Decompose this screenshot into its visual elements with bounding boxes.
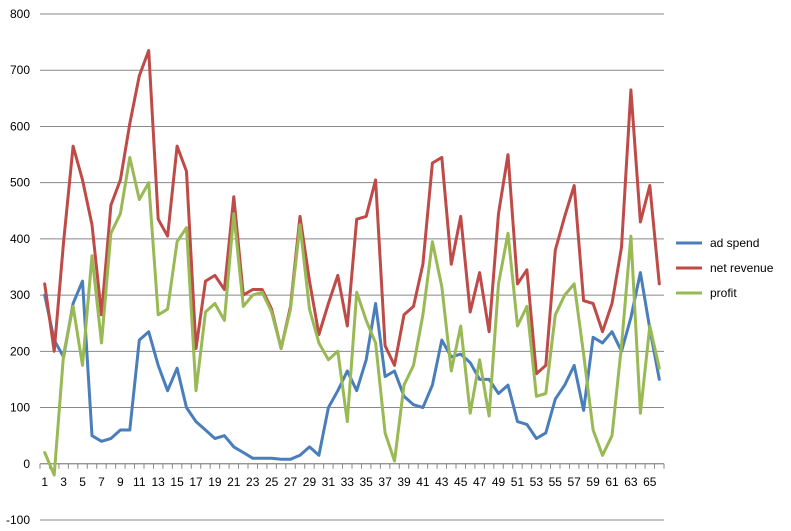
x-tick-label: 57 (568, 475, 582, 489)
series-line-net-revenue (43, 49, 661, 376)
legend-label: profit (710, 286, 737, 300)
x-tick-label: 43 (435, 475, 449, 489)
x-tick-label: 19 (208, 475, 222, 489)
x-tick-label: 47 (473, 475, 487, 489)
x-tick-label: 53 (530, 475, 544, 489)
y-tick-label: 700 (10, 63, 30, 77)
y-tick-label: 300 (10, 288, 30, 302)
x-tick-label: 35 (360, 475, 374, 489)
x-tick-label: 11 (133, 475, 146, 489)
y-tick-label: 100 (10, 401, 30, 415)
x-tick-label: 45 (454, 475, 468, 489)
x-tick-label: 63 (624, 475, 638, 489)
series-line-ad-spend (43, 271, 661, 461)
x-tick-label: 5 (79, 475, 86, 489)
y-tick-label: -100 (6, 513, 30, 527)
x-tick-label: 41 (416, 475, 430, 489)
x-tick-label: 13 (152, 475, 166, 489)
x-tick-label: 49 (492, 475, 506, 489)
y-tick-label: 200 (10, 344, 30, 358)
x-tick-label: 51 (511, 475, 525, 489)
legend-label: net revenue (710, 261, 774, 275)
x-tick-label: 23 (246, 475, 260, 489)
y-tick-label: 600 (10, 119, 30, 133)
legend-label: ad spend (710, 236, 759, 250)
y-tick-label: 0 (23, 457, 30, 471)
legend: ad spend net revenue profit (676, 236, 774, 300)
x-axis-tick-labels: 1 3 5 7 9 11 13 15 17 19 21 23 25 27 29 31 33 35 37 39 41 43 4… (41, 475, 656, 489)
x-tick-label: 7 (98, 475, 105, 489)
x-tick-label: 65 (643, 475, 657, 489)
x-axis (39, 463, 665, 469)
series-line-profit (43, 155, 661, 477)
x-tick-label: 29 (303, 475, 317, 489)
x-tick-label: 1 (41, 475, 48, 489)
x-tick-label: 25 (265, 475, 279, 489)
x-tick-label: 33 (341, 475, 355, 489)
series-lines (43, 49, 661, 477)
x-tick-label: 59 (586, 475, 600, 489)
x-tick-label: 39 (397, 475, 411, 489)
x-tick-label: 27 (284, 475, 298, 489)
x-tick-label: 21 (227, 475, 241, 489)
y-tick-label: 800 (10, 7, 30, 21)
y-tick-label: 400 (10, 232, 30, 246)
x-tick-label: 9 (117, 475, 124, 489)
x-tick-label: 61 (605, 475, 619, 489)
x-tick-label: 15 (170, 475, 184, 489)
x-tick-label: 17 (189, 475, 203, 489)
x-tick-label: 31 (322, 475, 336, 489)
y-tick-label: 500 (10, 176, 30, 190)
x-tick-label: 3 (60, 475, 67, 489)
x-tick-label: 55 (549, 475, 563, 489)
x-tick-label: 37 (378, 475, 392, 489)
y-axis-tick-labels: -100 0 100 200 300 400 500 600 700 800 (6, 7, 30, 527)
